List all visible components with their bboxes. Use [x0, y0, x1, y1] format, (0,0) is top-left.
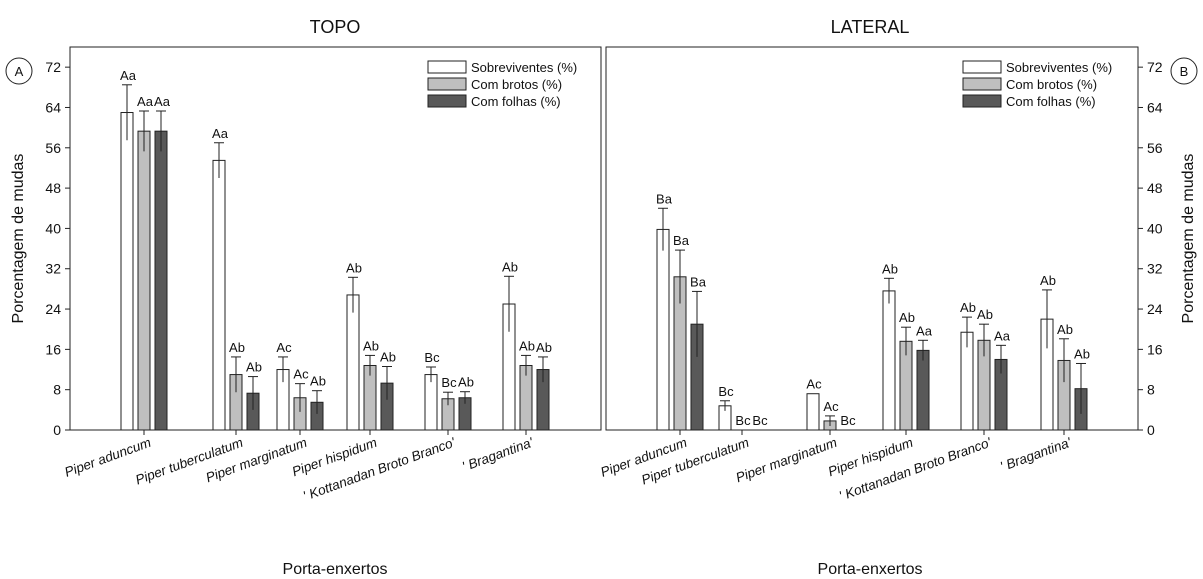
legend-label: Com brotos (%)	[1006, 77, 1097, 92]
y-tick-label: 0	[53, 422, 61, 438]
legend-swatch	[427, 77, 467, 91]
legend-swatch	[427, 60, 467, 74]
bar-label: Aa	[994, 328, 1011, 343]
bar-label: Ab	[363, 338, 379, 353]
bar-label: Ab	[536, 340, 552, 355]
y-tick-label: 24	[45, 301, 61, 317]
bar-label: Ab	[310, 374, 326, 389]
y-tick-label: 72	[45, 59, 61, 75]
y-tick-label: 16	[1147, 341, 1163, 357]
category-label: Piper tuberculatum	[639, 435, 751, 488]
bar-label: Ab	[1074, 346, 1090, 361]
bar-label: Ac	[806, 377, 822, 392]
y-tick-label: 64	[1147, 99, 1163, 115]
bar	[882, 290, 896, 431]
bar-label: Ab	[458, 375, 474, 390]
legend-label: Sobreviventes (%)	[471, 60, 577, 75]
bar-label: Aa	[120, 68, 137, 83]
y-tick-label: 8	[1147, 382, 1155, 398]
bar	[424, 374, 438, 431]
bar-label: Ab	[229, 340, 245, 355]
bar-label: Aa	[212, 126, 229, 141]
bar-label: Bc	[752, 413, 768, 428]
bar	[806, 393, 820, 431]
bar	[137, 130, 151, 431]
bar-label: Ac	[293, 367, 309, 382]
category-label: ' Bragantina'	[460, 435, 535, 475]
bar-label: Bc	[840, 413, 856, 428]
y-tick-label: 56	[1147, 140, 1163, 156]
category-label: ' Kottanadan Broto Branco'	[301, 435, 457, 504]
bar-label: Aa	[916, 323, 933, 338]
bar-label: Ab	[1040, 273, 1056, 288]
category-label: ' Kottanadan Broto Branco'	[837, 435, 993, 504]
x-axis-label: Porta-enxertos	[283, 561, 388, 578]
legend-label: Sobreviventes (%)	[1006, 60, 1112, 75]
bar-label: Aa	[154, 94, 171, 109]
bar-label: Ab	[519, 338, 535, 353]
y-tick-label: 40	[45, 220, 61, 236]
panel-lateral: LATERAL B 0 8 16 24 32 40 48 56 64 72 Porcentagem de…	[599, 17, 1198, 578]
y-tick-label: 56	[45, 140, 61, 156]
legend-swatch	[427, 94, 467, 108]
bar-label: Bc	[441, 375, 457, 390]
bar	[120, 112, 134, 431]
bar-label: Bc	[424, 350, 440, 365]
y-axis-label: Porcentagem de mudas	[1180, 154, 1197, 324]
bar	[916, 349, 930, 431]
bar-label: Ab	[380, 350, 396, 365]
bar-label: Ba	[690, 274, 707, 289]
y-tick-label: 8	[53, 382, 61, 398]
y-tick-label: 24	[1147, 301, 1163, 317]
plot-frame	[605, 46, 1139, 431]
bar	[346, 294, 360, 431]
y-tick-label: 72	[1147, 59, 1163, 75]
y-tick-label: 64	[45, 99, 61, 115]
panel-topo: TOPO A 0 8 16 24 32 40 48 56 64 72 Porcentagem de mu…	[5, 17, 602, 578]
bar	[154, 130, 168, 431]
bar-label: Aa	[137, 94, 154, 109]
y-tick-label: 32	[1147, 261, 1163, 277]
panel-letter: A	[15, 64, 24, 79]
category-label: Piper marginatum	[734, 435, 839, 486]
bar-label: Ab	[346, 260, 362, 275]
bar-label: Ab	[882, 261, 898, 276]
panel-title: TOPO	[310, 17, 361, 37]
bar	[656, 228, 670, 431]
legend-swatch	[962, 77, 1002, 91]
y-tick-label: 16	[45, 341, 61, 357]
panel-letter-circle	[5, 57, 33, 85]
bar-label: Bc	[718, 384, 734, 399]
bar-label: Bc	[735, 413, 751, 428]
legend-label: Com brotos (%)	[471, 77, 562, 92]
y-tick-label: 32	[45, 261, 61, 277]
panel-letter-circle	[1170, 57, 1198, 85]
panel-letter: B	[1180, 64, 1189, 79]
bar-label: Ac	[276, 340, 292, 355]
category-label: ' Bragantina'	[998, 435, 1073, 475]
legend-swatch	[962, 60, 1002, 74]
bar-label: Ab	[977, 307, 993, 322]
bar-label: Ba	[673, 233, 690, 248]
bar-label: Ac	[823, 399, 839, 414]
bar-label: Ba	[656, 191, 673, 206]
bar-label: Ab	[960, 300, 976, 315]
bar-label: Ab	[1057, 322, 1073, 337]
panel-title: LATERAL	[831, 17, 910, 37]
bar	[212, 159, 226, 431]
y-tick-label: 40	[1147, 220, 1163, 236]
y-tick-label: 48	[45, 180, 61, 196]
legend-swatch	[962, 94, 1002, 108]
bar-label: Ab	[502, 259, 518, 274]
y-tick-label: 0	[1147, 422, 1155, 438]
plot-frame	[69, 46, 602, 431]
legend-label: Com folhas (%)	[1006, 94, 1096, 109]
y-axis-label: Porcentagem de mudas	[10, 154, 27, 324]
x-axis-label: Porta-enxertos	[818, 561, 923, 578]
bar-label: Ab	[246, 360, 262, 375]
bar-label: Ab	[899, 310, 915, 325]
legend-label: Com folhas (%)	[471, 94, 561, 109]
y-tick-label: 48	[1147, 180, 1163, 196]
